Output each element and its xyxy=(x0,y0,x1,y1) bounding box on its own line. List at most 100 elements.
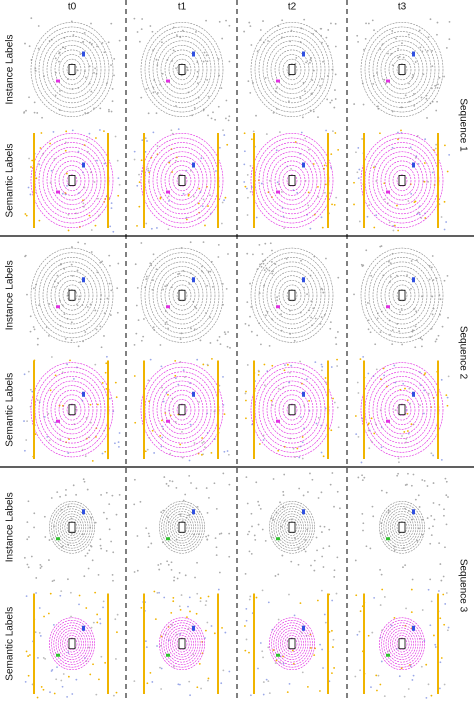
ego-vehicle xyxy=(288,289,296,301)
point xyxy=(396,474,399,477)
point xyxy=(381,629,383,632)
scan-ring xyxy=(379,500,425,554)
point xyxy=(207,114,209,117)
scan-ring xyxy=(148,371,216,448)
point xyxy=(423,373,426,376)
point xyxy=(446,396,449,399)
point xyxy=(405,437,408,440)
point xyxy=(262,262,265,265)
point xyxy=(88,549,91,552)
point xyxy=(304,539,307,542)
point xyxy=(56,666,58,669)
object xyxy=(302,625,305,631)
point xyxy=(161,419,163,422)
object xyxy=(56,537,60,541)
point xyxy=(202,198,205,201)
point xyxy=(431,65,434,67)
point xyxy=(291,649,294,652)
point xyxy=(249,694,252,697)
point xyxy=(49,592,52,595)
point xyxy=(319,323,322,325)
point xyxy=(67,288,70,291)
scan-ring xyxy=(49,500,95,554)
point xyxy=(362,522,365,525)
point xyxy=(296,447,299,450)
point xyxy=(444,144,446,147)
point xyxy=(416,539,419,542)
point xyxy=(411,329,414,332)
point xyxy=(249,91,252,94)
scan-ring xyxy=(58,165,86,196)
scan-ring xyxy=(271,619,313,668)
scan-ring xyxy=(172,516,192,539)
point xyxy=(177,683,180,686)
point xyxy=(420,217,423,219)
scan-ring xyxy=(163,506,201,549)
point xyxy=(383,374,385,377)
point xyxy=(306,293,308,296)
point xyxy=(330,22,332,25)
point xyxy=(145,527,148,530)
scan-ring xyxy=(388,394,416,425)
point xyxy=(155,112,158,115)
point xyxy=(85,607,88,609)
scan-ring xyxy=(57,511,87,544)
point xyxy=(84,331,87,333)
point xyxy=(48,539,51,541)
point xyxy=(199,600,202,603)
point xyxy=(334,45,337,48)
point xyxy=(319,643,321,646)
point xyxy=(33,111,36,114)
point xyxy=(222,129,224,132)
point xyxy=(430,452,433,455)
point xyxy=(250,330,253,333)
ego-vehicle xyxy=(398,289,406,301)
point xyxy=(215,546,218,549)
scan-ring xyxy=(277,511,307,544)
point xyxy=(299,40,302,43)
point xyxy=(164,310,167,313)
point xyxy=(420,665,423,668)
scan-ring xyxy=(46,151,98,210)
point xyxy=(84,554,87,557)
point xyxy=(217,58,220,60)
point xyxy=(59,594,62,597)
point xyxy=(116,631,118,634)
point xyxy=(410,192,413,195)
point xyxy=(275,149,278,152)
point xyxy=(354,559,357,562)
point xyxy=(29,388,32,391)
scan-ring xyxy=(254,252,330,339)
point xyxy=(184,493,187,496)
point xyxy=(400,129,402,132)
point xyxy=(199,339,202,342)
point xyxy=(336,556,339,559)
point xyxy=(179,443,182,446)
row-label: Instance Labels xyxy=(5,492,16,562)
point xyxy=(268,692,271,694)
point xyxy=(337,148,340,151)
point xyxy=(206,621,209,624)
point xyxy=(310,300,313,303)
point xyxy=(67,229,70,232)
point xyxy=(155,268,158,271)
object xyxy=(302,162,305,168)
point xyxy=(414,346,417,349)
scan-ring xyxy=(274,389,310,430)
point xyxy=(179,173,182,176)
scan-ring xyxy=(384,389,420,430)
point xyxy=(245,607,248,610)
point-cloud xyxy=(243,18,337,119)
point xyxy=(167,563,170,566)
point xyxy=(246,533,249,536)
point xyxy=(217,588,220,591)
object xyxy=(56,190,60,194)
point xyxy=(328,192,331,195)
point xyxy=(439,617,442,620)
scan-ring xyxy=(159,500,205,554)
scan-ring xyxy=(376,266,428,325)
point xyxy=(407,33,410,36)
point xyxy=(197,202,200,205)
point xyxy=(246,301,249,304)
point xyxy=(43,615,45,618)
